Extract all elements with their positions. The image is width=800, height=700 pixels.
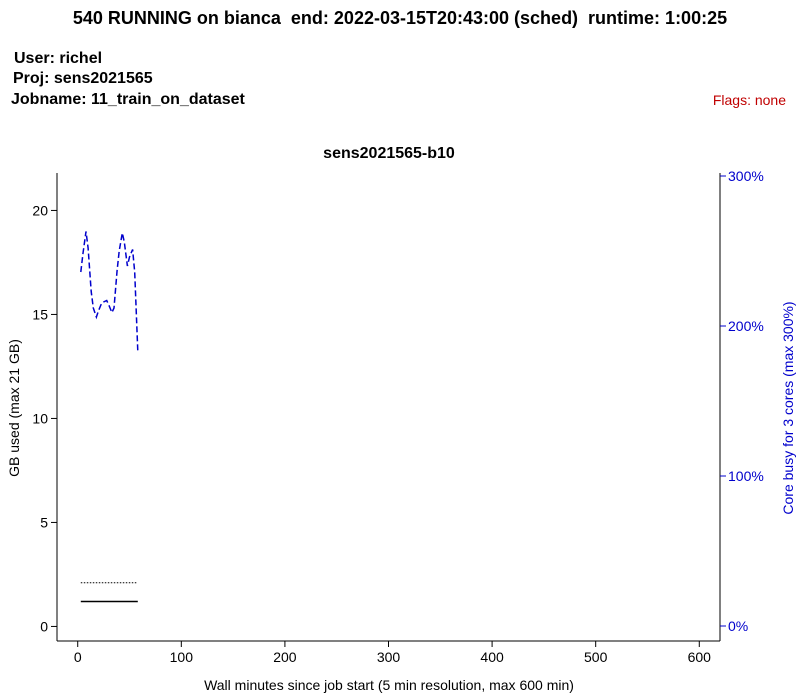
x-tick-label: 600 — [688, 649, 712, 665]
x-axis-label: Wall minutes since job start (5 min reso… — [204, 677, 574, 693]
left-y-tick-label: 15 — [32, 306, 48, 322]
right-y-tick-label: 100% — [728, 468, 764, 484]
chart-title: sens2021565-b10 — [323, 145, 455, 162]
x-tick-label: 400 — [480, 649, 504, 665]
left-y-tick-label: 0 — [40, 618, 48, 634]
jobname-label: Jobname: 11_train_on_dataset — [11, 91, 245, 108]
x-tick-label: 300 — [377, 649, 401, 665]
user-label: User: richel — [14, 50, 103, 67]
project-label: Proj: sens2021565 — [13, 70, 153, 87]
x-tick-label: 0 — [74, 649, 82, 665]
job-title: 540 RUNNING on bianca end: 2022-03-15T20… — [72, 8, 728, 28]
left-y-tick-label: 10 — [32, 410, 48, 426]
cpu-usage-line — [80, 231, 139, 352]
x-tick-label: 500 — [584, 649, 608, 665]
right-y-tick-label: 0% — [728, 618, 748, 634]
right-y-tick-label: 200% — [728, 318, 764, 334]
x-tick-label: 200 — [273, 649, 297, 665]
left-y-tick-label: 20 — [32, 202, 48, 218]
right-y-tick-label: 300% — [728, 168, 764, 184]
flags-label: Flags: none — [712, 92, 786, 108]
left-y-tick-label: 5 — [40, 514, 48, 530]
left-y-axis-label: GB used (max 21 GB) — [6, 339, 22, 477]
x-tick-label: 100 — [170, 649, 194, 665]
right-y-axis-label: Core busy for 3 cores (max 300%) — [780, 301, 796, 514]
